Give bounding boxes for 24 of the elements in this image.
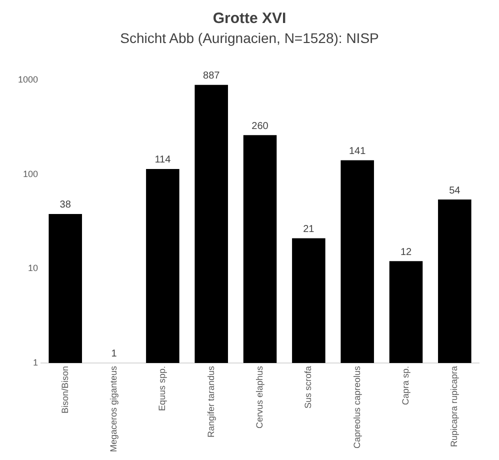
data-label: 141 [348, 146, 366, 157]
x-tick-label: Rangifer tarandus [206, 365, 216, 438]
y-tick-label: 100 [22, 168, 38, 179]
x-tick-label: Bison/Bison [60, 366, 70, 414]
data-label: 260 [252, 120, 269, 132]
x-tick-label: Capra sp. [400, 366, 410, 405]
data-label: 1 [111, 348, 118, 360]
chart-title: Grotte XVI [212, 10, 288, 27]
data-label: 54 [449, 185, 461, 196]
data-label: 38 [60, 200, 72, 211]
x-tick-label: Sus scrofa [303, 366, 314, 408]
data-label: 12 [400, 246, 412, 258]
x-tick-label: Megaceros giganteus [108, 365, 118, 452]
x-tick-label: Capreolus capreolus [352, 365, 362, 448]
x-tick-label: Cervus elaphus [254, 365, 264, 428]
x-tick-label: Equus spp. [157, 366, 168, 411]
data-label: 114 [154, 154, 172, 166]
y-tick-label: 1000 [18, 74, 38, 84]
x-tick-label: Rupicapra rupicapra [449, 366, 460, 447]
y-tick-label: 1 [33, 357, 38, 368]
data-label: 887 [203, 70, 220, 82]
y-tick-label: 10 [28, 263, 38, 274]
data-label: 21 [303, 224, 315, 235]
chart-subtitle: Schicht Abb (Aurignacien, N=1528): NISP [119, 29, 380, 48]
